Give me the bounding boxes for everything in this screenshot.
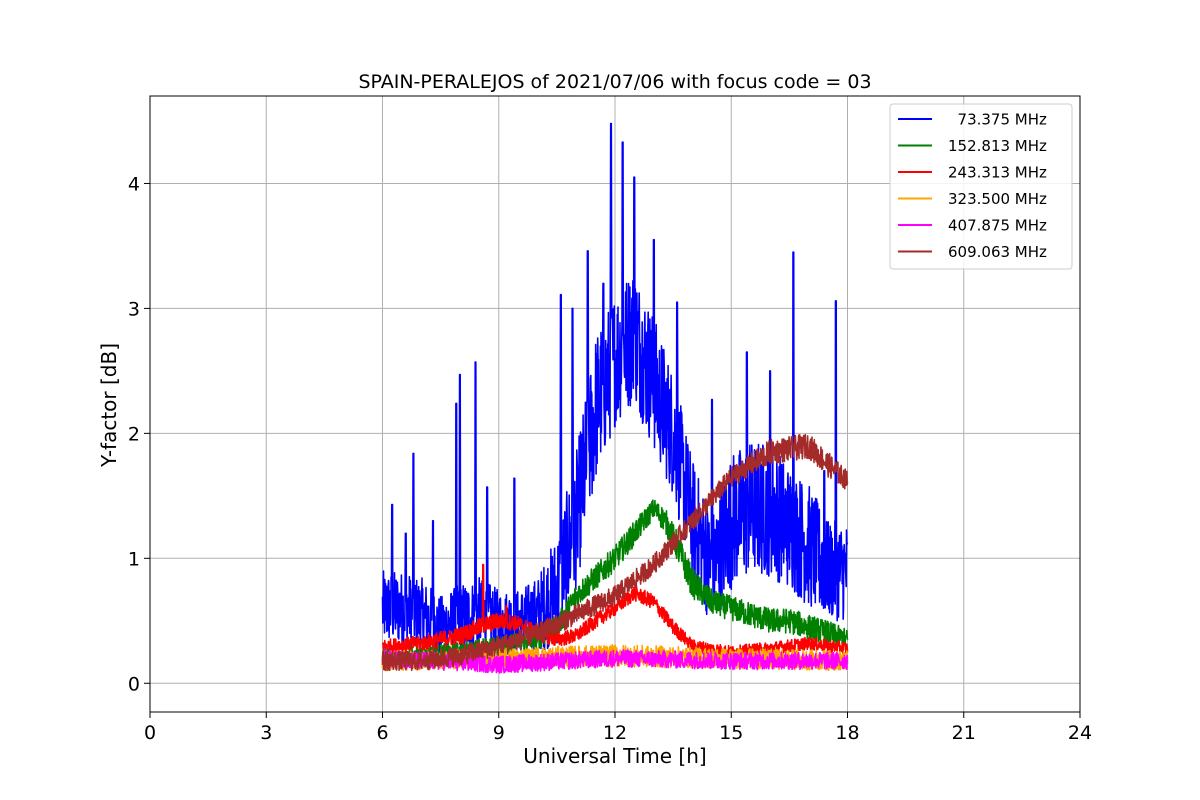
x-axis-label: Universal Time [h] <box>523 744 706 768</box>
chart-title: SPAIN-PERALEJOS of 2021/07/06 with focus… <box>358 71 871 93</box>
series-group <box>381 122 849 674</box>
x-tick-label: 3 <box>260 722 272 744</box>
series-line <box>381 122 849 657</box>
x-tick-label: 9 <box>493 722 505 744</box>
x-tick-label: 6 <box>376 722 388 744</box>
x-tick-label: 18 <box>835 722 859 744</box>
legend: 73.375 MHz 152.813 MHz 243.313 MHz 323.500 … <box>889 103 1073 270</box>
legend-label: 243.313 MHz <box>948 164 1047 182</box>
y-tick-label: 4 <box>128 173 140 195</box>
legend-label: 323.500 MHz <box>948 190 1047 208</box>
legend-label: 152.813 MHz <box>948 137 1047 155</box>
y-axis-label: Y-factor [dB] <box>97 343 121 468</box>
legend-box <box>889 103 1073 270</box>
y-tick-label: 3 <box>128 298 140 320</box>
legend-label: 407.875 MHz <box>948 217 1047 235</box>
x-tick-label: 0 <box>144 722 156 744</box>
y-tick-label: 2 <box>128 423 140 445</box>
y-tick-label: 1 <box>128 548 140 570</box>
series-line <box>381 563 849 659</box>
legend-label: 609.063 MHz <box>948 243 1047 261</box>
series-0 <box>381 122 849 657</box>
x-tick-label: 12 <box>603 722 627 744</box>
x-tick-label: 15 <box>719 722 743 744</box>
x-tick-label: 21 <box>952 722 976 744</box>
series-line <box>381 433 849 672</box>
y-tick-label: 0 <box>128 673 140 695</box>
legend-label: 73.375 MHz <box>948 111 1047 129</box>
series-5 <box>381 433 849 672</box>
x-tick-label: 24 <box>1068 722 1092 744</box>
series-2 <box>381 563 849 659</box>
